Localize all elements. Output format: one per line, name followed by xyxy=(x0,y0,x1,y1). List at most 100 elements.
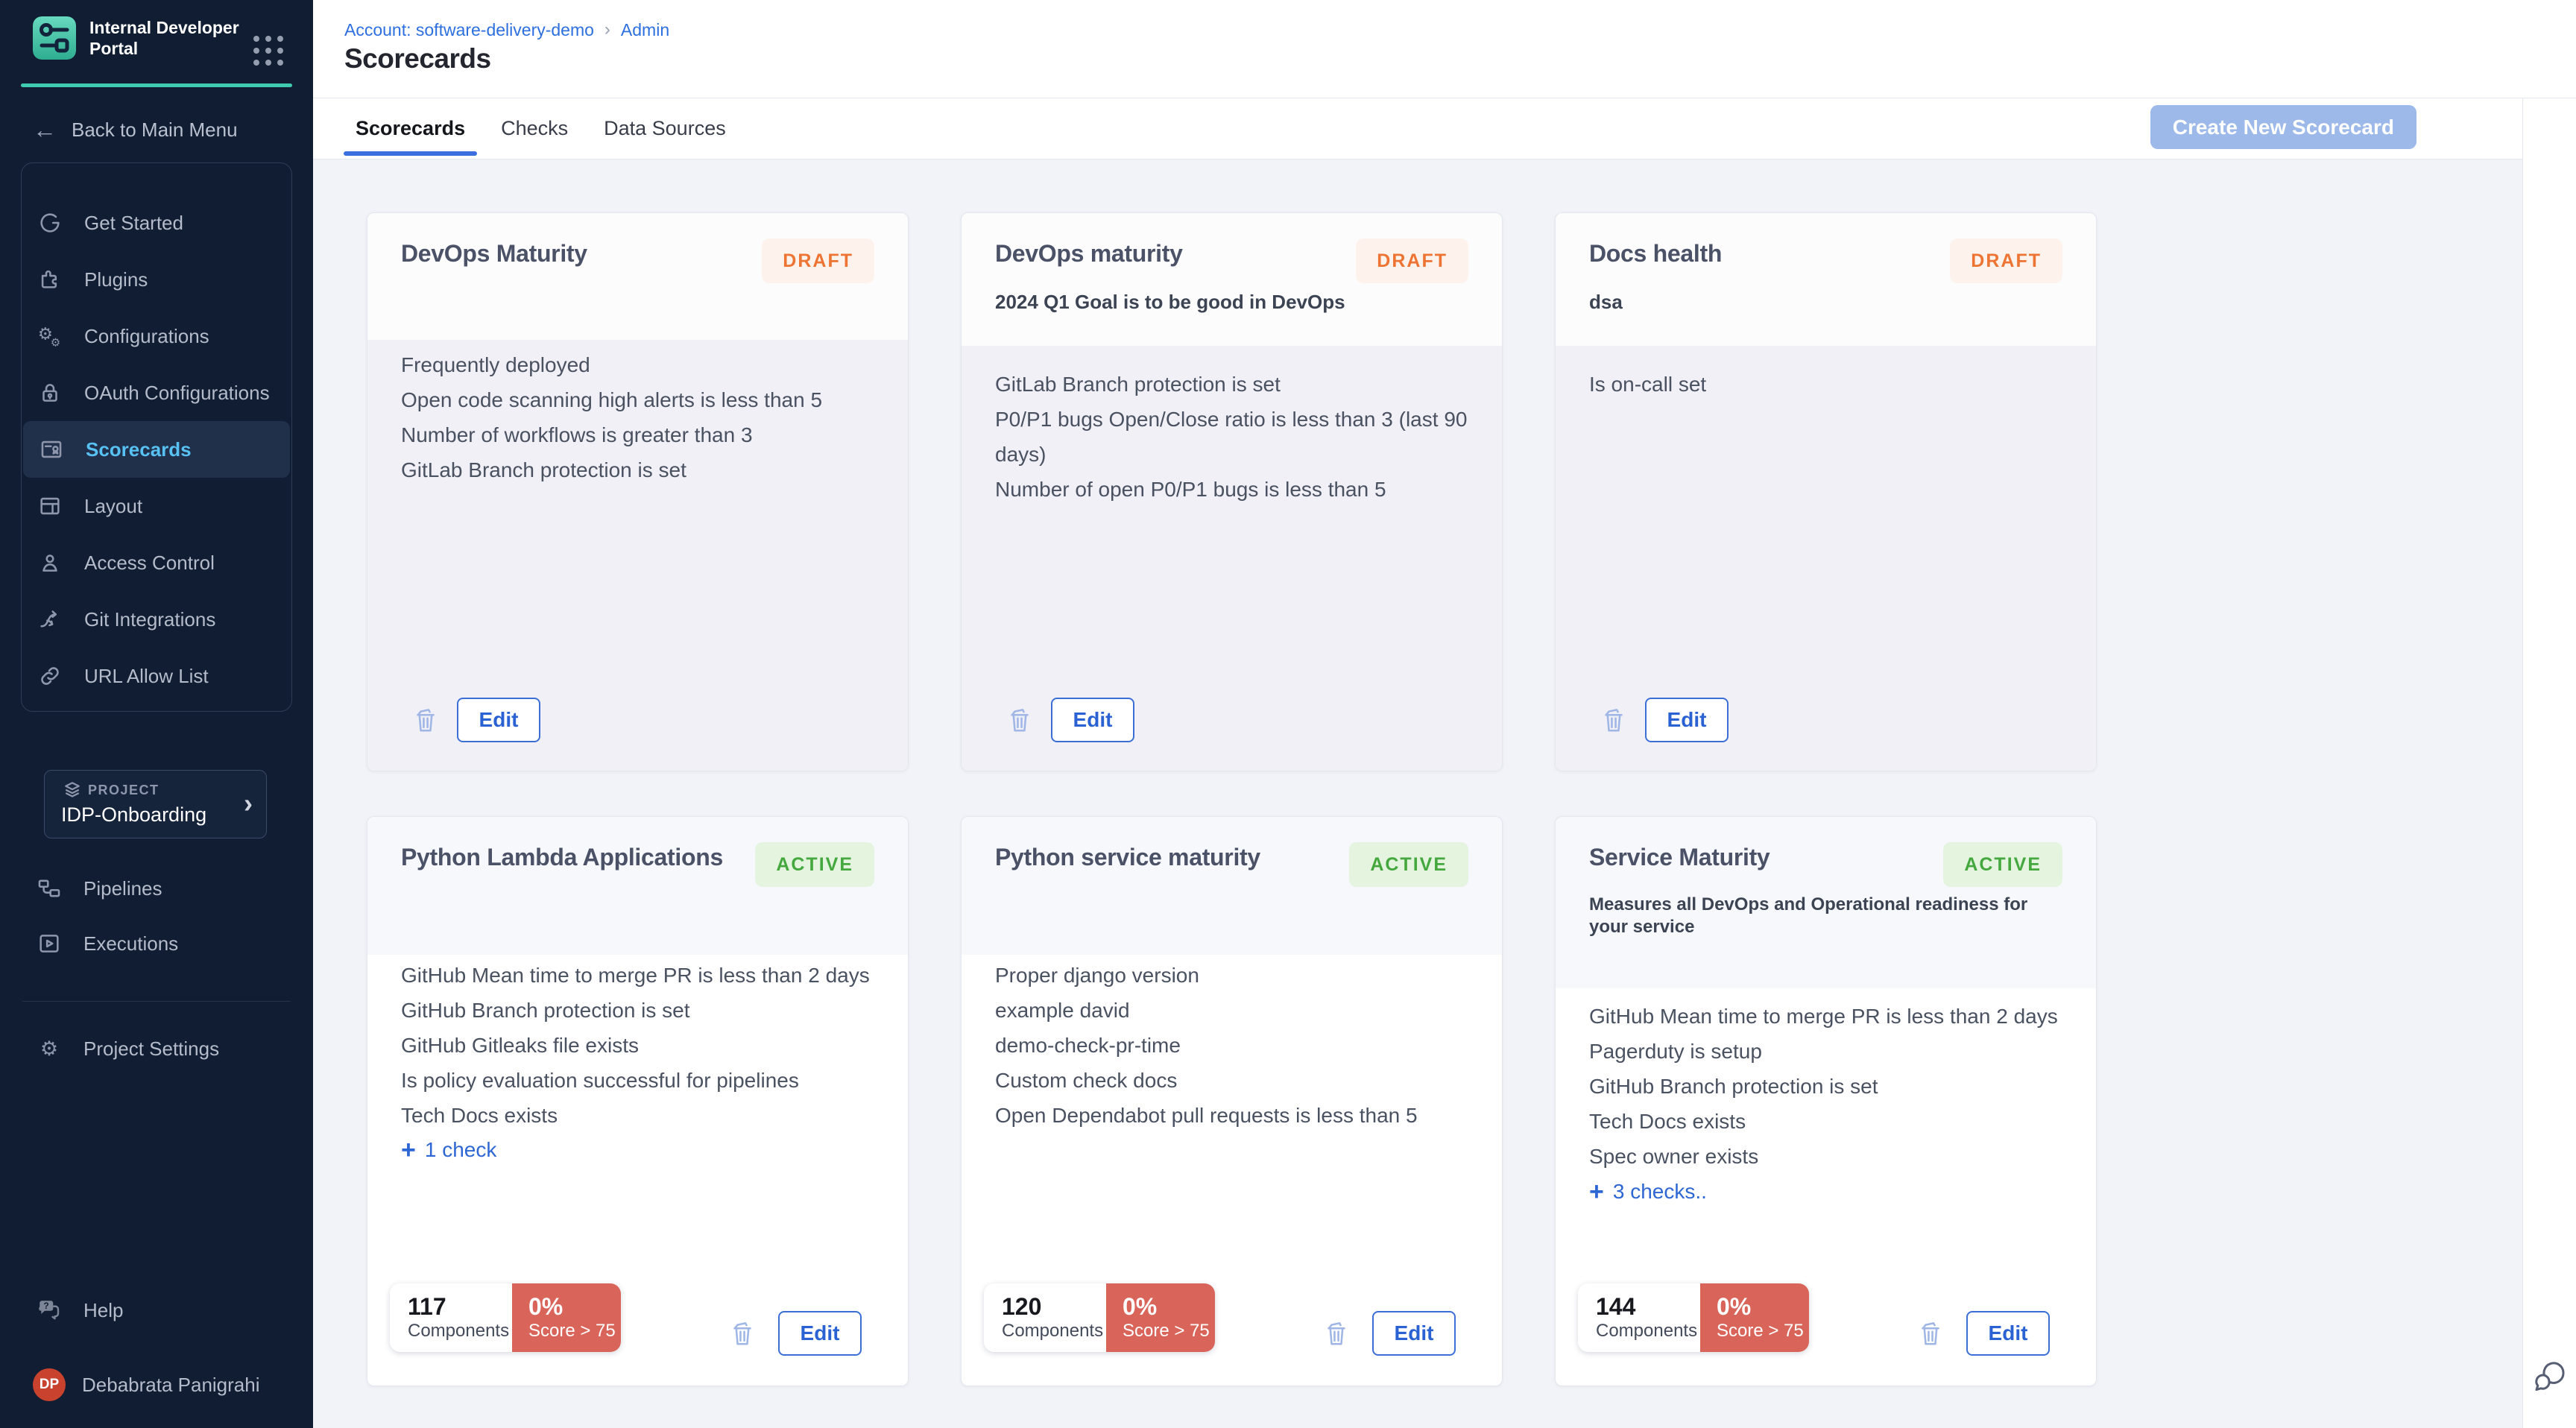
card-header: DevOps Maturity DRAFT xyxy=(367,213,908,340)
check-item: GitHub Mean time to merge PR is less tha… xyxy=(401,964,870,987)
more-checks-label: 1 check xyxy=(424,1138,497,1161)
status-badge: ACTIVE xyxy=(1349,842,1468,887)
components-label: Components xyxy=(408,1321,510,1341)
sidebar-item-label: Git Integrations xyxy=(84,607,216,631)
check-item: Frequently deployed xyxy=(401,353,590,376)
delete-scorecard-button[interactable] xyxy=(412,705,439,735)
score-stat: 0% Score > 75 xyxy=(1106,1283,1215,1352)
delete-scorecard-button[interactable] xyxy=(1917,1318,1944,1348)
svg-text:⚙: ⚙ xyxy=(51,336,60,350)
trash-icon xyxy=(1006,709,1033,737)
sidebar-item-configurations[interactable]: ⚙ ⚙ Configurations xyxy=(22,308,291,364)
check-list: Is on-call set xyxy=(1556,346,2096,402)
svg-text:⚙: ⚙ xyxy=(40,1037,58,1061)
sidebar-divider xyxy=(22,1001,291,1002)
delete-scorecard-button[interactable] xyxy=(1323,1318,1350,1348)
show-more-checks-link[interactable]: + 1 check xyxy=(367,1137,908,1163)
components-stat: 144 Components xyxy=(1578,1283,1700,1352)
score-percent: 0% xyxy=(1123,1293,1158,1320)
project-selector[interactable]: PROJECT IDP-Onboarding › xyxy=(44,770,267,838)
status-badge: ACTIVE xyxy=(1943,842,2062,887)
scorecards-icon xyxy=(37,437,66,462)
check-item: Number of workflows is greater than 3 xyxy=(401,423,753,446)
edit-scorecard-button[interactable]: Edit xyxy=(1645,698,1729,742)
breadcrumb-separator: › xyxy=(604,19,610,40)
sidebar-item-git-integrations[interactable]: Git Integrations xyxy=(22,591,291,648)
sidebar-item-access-control[interactable]: Access Control xyxy=(22,534,291,591)
status-badge: ACTIVE xyxy=(755,842,874,887)
score-percent: 0% xyxy=(1717,1293,1752,1320)
scorecard-card: DevOps Maturity DRAFT Frequently deployed… xyxy=(367,212,909,771)
sidebar-item-help[interactable]: ? Help xyxy=(21,1282,306,1339)
status-badge: DRAFT xyxy=(1950,238,2062,283)
score-label: Score > 75 xyxy=(1123,1321,1210,1341)
edit-scorecard-button[interactable]: Edit xyxy=(778,1311,862,1356)
main-area: Account: software-delivery-demo › Admin … xyxy=(313,0,2576,1428)
status-badge: DRAFT xyxy=(1356,238,1468,283)
card-body: Is on-call set Edit xyxy=(1556,346,2096,771)
plus-icon: + xyxy=(1589,1178,1604,1206)
edit-scorecard-button[interactable]: Edit xyxy=(1372,1311,1456,1356)
scorecard-card: Service Maturity ACTIVE Measures all DevO… xyxy=(1555,816,2097,1386)
sidebar-item-plugins[interactable]: Plugins xyxy=(22,251,291,308)
card-title: Service Maturity xyxy=(1589,844,1770,871)
show-more-checks-link[interactable]: + 3 checks.. xyxy=(1556,1179,2096,1204)
app-switcher-icon[interactable] xyxy=(246,28,294,76)
sidebar-item-label: Plugins xyxy=(84,268,148,291)
plus-icon: + xyxy=(401,1136,416,1164)
sidebar-item-scorecards[interactable]: Scorecards xyxy=(23,421,290,478)
check-item: Number of open P0/P1 bugs is less than 5 xyxy=(995,478,1386,501)
tab-scorecards[interactable]: Scorecards xyxy=(343,98,478,159)
card-header: DevOps maturity DRAFT 2024 Q1 Goal is to … xyxy=(962,213,1502,346)
card-body: Proper django version example david demo-c… xyxy=(962,955,1502,1386)
support-chat-icon[interactable] xyxy=(2532,1359,2568,1398)
project-name: IDP-Onboarding xyxy=(61,803,207,826)
right-rail xyxy=(2522,98,2576,1428)
card-header: Python service maturity ACTIVE xyxy=(962,817,1502,955)
sidebar-item-label: URL Allow List xyxy=(84,664,209,687)
check-item: Is policy evaluation successful for pipe… xyxy=(401,1069,799,1092)
back-to-main-menu[interactable]: ← Back to Main Menu xyxy=(33,118,238,142)
tab-data-sources[interactable]: Data Sources xyxy=(604,117,726,139)
edit-scorecard-button[interactable]: Edit xyxy=(1966,1311,2050,1356)
delete-scorecard-button[interactable] xyxy=(1600,705,1627,735)
scorecard-card: Docs health DRAFT dsa Is on-call set Edit xyxy=(1555,212,2097,771)
create-new-scorecard-button[interactable]: Create New Scorecard xyxy=(2150,105,2416,149)
page-title: Scorecards xyxy=(344,43,491,74)
score-label: Score > 75 xyxy=(528,1321,616,1341)
sidebar-item-label: Configurations xyxy=(84,324,209,347)
back-arrow-icon: ← xyxy=(33,116,57,143)
breadcrumb-account-link[interactable]: Account: software-delivery-demo xyxy=(344,19,594,40)
sidebar-item-oauth-configurations[interactable]: OAuth Configurations xyxy=(22,364,291,421)
card-title: DevOps maturity xyxy=(995,240,1183,267)
components-count: 120 xyxy=(1002,1293,1042,1320)
tab-checks[interactable]: Checks xyxy=(501,117,569,139)
sidebar-item-project-settings[interactable]: ⚙ Project Settings xyxy=(21,1020,306,1077)
edit-scorecard-button[interactable]: Edit xyxy=(1051,698,1134,742)
components-label: Components xyxy=(1002,1321,1104,1341)
delete-scorecard-button[interactable] xyxy=(729,1318,756,1348)
card-description: Measures all DevOps and Operational read… xyxy=(1589,894,2028,937)
sidebar-item-get-started[interactable]: Get Started xyxy=(22,195,291,251)
sidebar-item-executions[interactable]: Executions xyxy=(21,915,306,972)
components-count: 144 xyxy=(1596,1293,1636,1320)
check-item: GitHub Gitleaks file exists xyxy=(401,1034,639,1057)
sidebar-item-url-allow-list[interactable]: URL Allow List xyxy=(22,648,291,704)
configurations-icon: ⚙ ⚙ xyxy=(35,323,65,350)
check-list: Frequently deployed Open code scanning hi… xyxy=(367,340,908,487)
scorecard-card: Python Lambda Applications ACTIVE GitHub … xyxy=(367,816,909,1386)
card-actions: Edit xyxy=(412,698,540,742)
breadcrumb-admin-link[interactable]: Admin xyxy=(620,19,670,40)
score-stats: 120 Components 0% Score > 75 xyxy=(984,1283,1215,1352)
delete-scorecard-button[interactable] xyxy=(1006,705,1033,735)
edit-scorecard-button[interactable]: Edit xyxy=(457,698,540,742)
more-checks-label: 3 checks.. xyxy=(1612,1180,1707,1203)
components-stat: 120 Components xyxy=(984,1283,1106,1352)
sidebar-item-label: Scorecards xyxy=(86,437,192,461)
user-menu[interactable]: DP Debabrata Panigrahi xyxy=(21,1356,304,1413)
sidebar-item-pipelines[interactable]: Pipelines xyxy=(21,860,306,917)
trash-icon xyxy=(729,1322,756,1350)
sidebar-item-layout[interactable]: Layout xyxy=(22,478,291,534)
components-label: Components xyxy=(1596,1321,1698,1341)
